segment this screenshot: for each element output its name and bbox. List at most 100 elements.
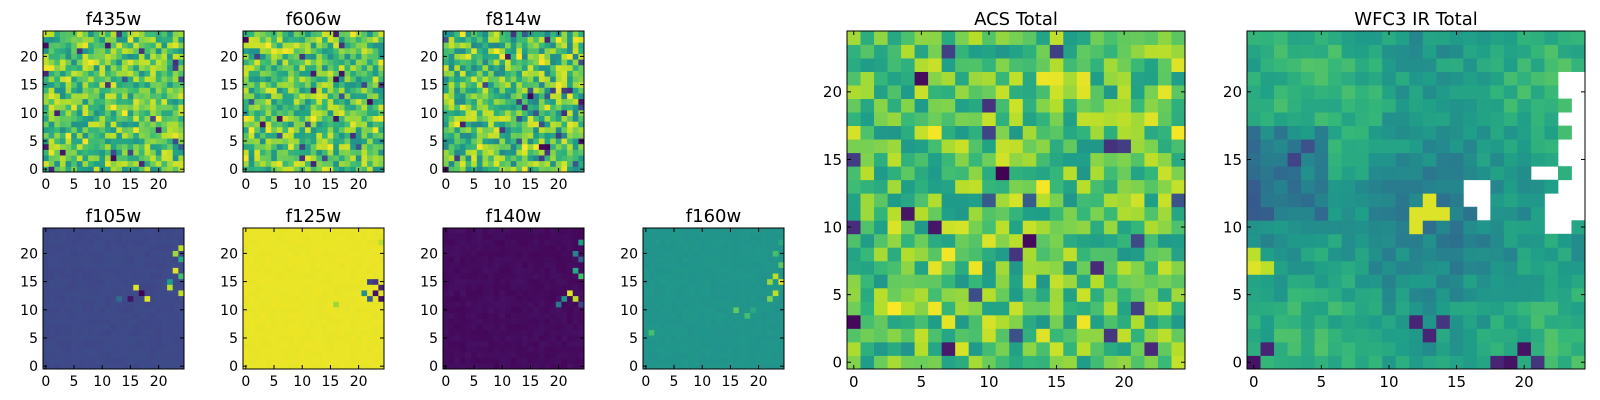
heatmap-cell	[443, 70, 450, 77]
heatmap-cell	[76, 301, 83, 308]
heatmap-cell	[465, 357, 472, 364]
heatmap-cell	[59, 155, 66, 162]
heatmap-cell	[459, 76, 466, 83]
heatmap-cell	[116, 340, 123, 347]
heatmap-cell	[116, 109, 123, 116]
heatmap-cell	[572, 109, 579, 116]
heatmap-cell	[778, 267, 785, 274]
heatmap-cell	[955, 166, 970, 181]
heatmap-cell	[914, 206, 929, 221]
heatmap-cell	[265, 160, 272, 167]
heatmap-cell	[333, 329, 340, 336]
heatmap-cell	[350, 312, 357, 319]
heatmap-cell	[710, 306, 717, 313]
heatmap-cell	[282, 121, 289, 128]
heatmap-cell	[54, 244, 61, 251]
heatmap-cell	[361, 357, 368, 364]
heatmap-cell	[82, 284, 89, 291]
heatmap-cell	[276, 346, 283, 353]
heatmap-cell	[155, 312, 162, 319]
heatmap-cell	[367, 98, 374, 105]
heatmap-cell	[493, 64, 500, 71]
heatmap-cell	[59, 312, 66, 319]
heatmap-cell	[505, 81, 512, 88]
heatmap-cell	[659, 357, 666, 364]
heatmap-cell	[133, 121, 140, 128]
heatmap-cell	[243, 155, 250, 162]
heatmap-cell	[293, 278, 300, 285]
heatmap-cell	[99, 70, 106, 77]
heatmap-cell	[299, 64, 306, 71]
heatmap-cell	[538, 93, 545, 100]
heatmap-cell	[476, 312, 483, 319]
heatmap-cell	[555, 256, 562, 263]
heatmap-cell	[505, 31, 512, 38]
heatmap-cell	[521, 306, 528, 313]
heatmap-cell	[144, 290, 151, 297]
heatmap-cell	[488, 64, 495, 71]
heatmap-cell	[321, 250, 328, 257]
heatmap-cell	[172, 352, 179, 359]
heatmap-cell	[316, 335, 323, 342]
heatmap-cell	[299, 250, 306, 257]
heatmap-cell	[465, 42, 472, 49]
heatmap-cell	[338, 233, 345, 240]
heatmap-cell	[488, 132, 495, 139]
heatmap-cell	[150, 284, 157, 291]
heatmap-cell	[88, 239, 95, 246]
heatmap-cell	[454, 346, 461, 353]
heatmap-cell	[54, 278, 61, 285]
heatmap-cell	[333, 98, 340, 105]
heatmap-cell	[772, 261, 779, 268]
heatmap-cell	[71, 301, 78, 308]
heatmap-cell	[178, 301, 185, 308]
heatmap-cell	[847, 206, 861, 221]
heatmap-cell	[288, 76, 295, 83]
heatmap-cell	[682, 323, 689, 330]
heatmap-cell	[555, 47, 562, 54]
heatmap-cell	[355, 64, 362, 71]
heatmap-cell	[493, 47, 500, 54]
heatmap-cell	[459, 256, 466, 263]
heatmap-cell	[510, 93, 517, 100]
heatmap-cell	[465, 93, 472, 100]
heatmap-cell	[671, 318, 678, 325]
heatmap-cell	[93, 261, 100, 268]
heatmap-cell	[316, 261, 323, 268]
heatmap-cell	[372, 155, 379, 162]
heatmap-cell	[1076, 260, 1091, 275]
heatmap-cell	[767, 228, 774, 235]
heatmap-cell	[82, 363, 89, 370]
heatmap-cell	[259, 335, 266, 342]
heatmap-cell	[727, 244, 734, 251]
heatmap-cell	[271, 59, 278, 66]
heatmap-cell	[767, 244, 774, 251]
heatmap-cell	[133, 70, 140, 77]
heatmap-cell	[82, 53, 89, 60]
heatmap-cell	[333, 42, 340, 49]
heatmap-cell	[259, 143, 266, 150]
heatmap-cell	[488, 98, 495, 105]
heatmap-cell	[901, 166, 915, 181]
heatmap-cell	[476, 166, 483, 173]
heatmap-cell	[367, 126, 374, 133]
heatmap-cell	[43, 87, 50, 94]
heatmap-cell	[43, 267, 50, 274]
heatmap-cell	[178, 64, 185, 71]
heatmap-cell	[1144, 301, 1159, 316]
heatmap-cell	[941, 328, 956, 343]
heatmap-cell	[705, 273, 712, 280]
heatmap-cell	[59, 261, 66, 268]
heatmap-cell	[161, 284, 168, 291]
heatmap-cell	[161, 306, 168, 313]
heatmap-cell	[43, 261, 50, 268]
heatmap-cell	[88, 290, 95, 297]
heatmap-cell	[761, 250, 768, 257]
heatmap-cell	[516, 346, 523, 353]
heatmap-cell	[448, 261, 455, 268]
heatmap-cell	[567, 143, 574, 150]
heatmap-cell	[459, 115, 466, 122]
heatmap-cell	[299, 290, 306, 297]
heatmap-cell	[361, 233, 368, 240]
heatmap-cell	[901, 341, 915, 356]
